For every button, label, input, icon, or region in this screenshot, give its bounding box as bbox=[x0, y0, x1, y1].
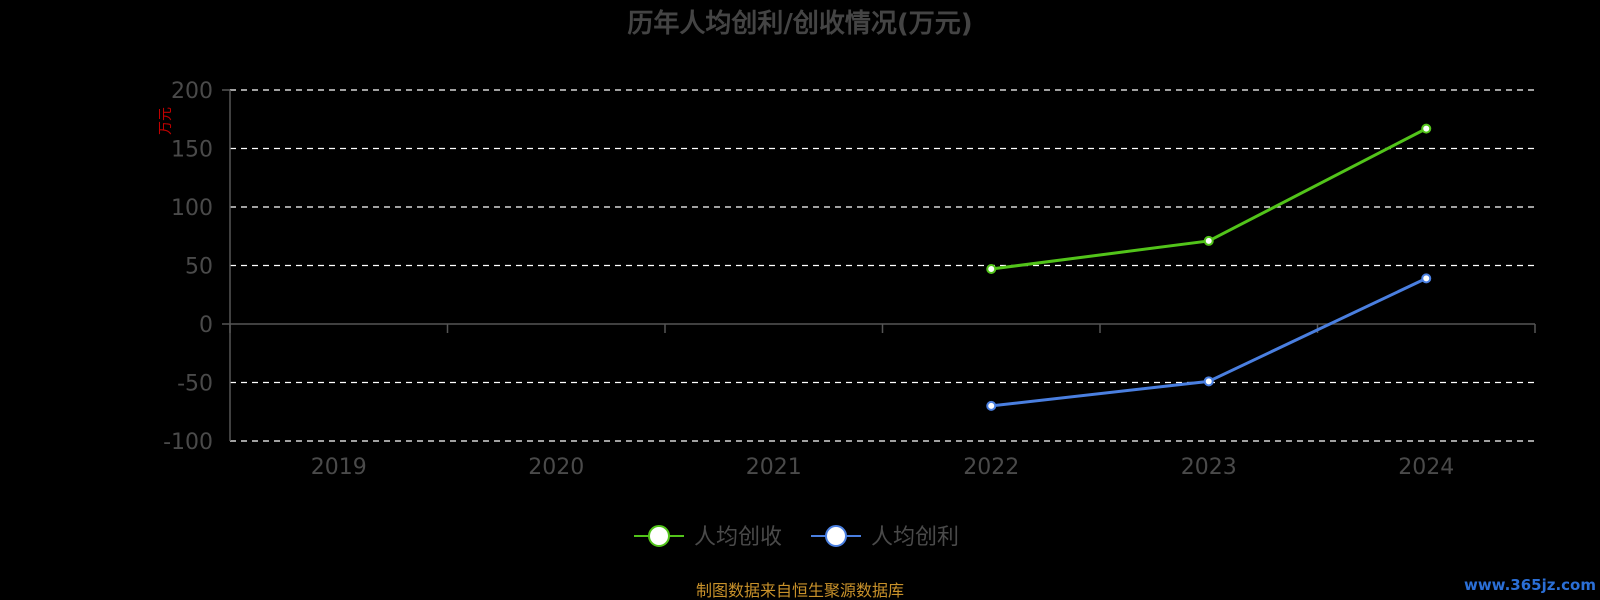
data-point bbox=[986, 400, 997, 411]
x-tick-label: 2023 bbox=[1181, 455, 1237, 480]
chart-title: 历年人均创利/创收情况(万元) bbox=[627, 8, 972, 39]
data-point bbox=[1203, 376, 1214, 387]
y-tick-label: 50 bbox=[185, 255, 213, 280]
y-tick-label: 150 bbox=[171, 138, 213, 163]
axes bbox=[222, 89, 1536, 441]
series-line-2 bbox=[989, 276, 1428, 408]
series-line-1 bbox=[989, 127, 1428, 271]
legend: 人均创收 人均创利 bbox=[634, 525, 959, 550]
data-point bbox=[1421, 123, 1432, 134]
data-point bbox=[1421, 273, 1432, 284]
x-tick-label: 2024 bbox=[1398, 455, 1454, 480]
data-point bbox=[986, 264, 997, 275]
y-tick-label: 0 bbox=[199, 313, 213, 338]
x-tick-label: 2019 bbox=[311, 455, 367, 480]
y-tick-label: -50 bbox=[177, 372, 213, 397]
y-tick-label: 200 bbox=[171, 79, 213, 104]
legend-label: 人均创利 bbox=[871, 525, 959, 550]
legend-swatch-marker bbox=[648, 525, 670, 547]
grid-lines bbox=[230, 89, 1535, 442]
source-note: 制图数据来自恒生聚源数据库 bbox=[696, 581, 904, 600]
y-tick-label: -100 bbox=[163, 430, 213, 455]
series-lines bbox=[986, 123, 1432, 411]
legend-label: 人均创收 bbox=[694, 525, 782, 550]
x-tick-labels: 2019 2020 2021 2022 2023 2024 bbox=[311, 455, 1455, 480]
y-tick-label: 100 bbox=[171, 196, 213, 221]
watermark: www.365jz.com bbox=[1464, 576, 1596, 594]
x-tick-label: 2022 bbox=[963, 455, 1019, 480]
y-axis-unit: 万元 bbox=[158, 107, 174, 135]
y-tick-labels: 200 150 100 50 0 -50 -100 bbox=[163, 79, 213, 455]
x-tick-label: 2020 bbox=[528, 455, 584, 480]
data-point bbox=[1203, 235, 1214, 246]
x-tick-label: 2021 bbox=[746, 455, 802, 480]
legend-swatch-marker bbox=[825, 525, 847, 547]
